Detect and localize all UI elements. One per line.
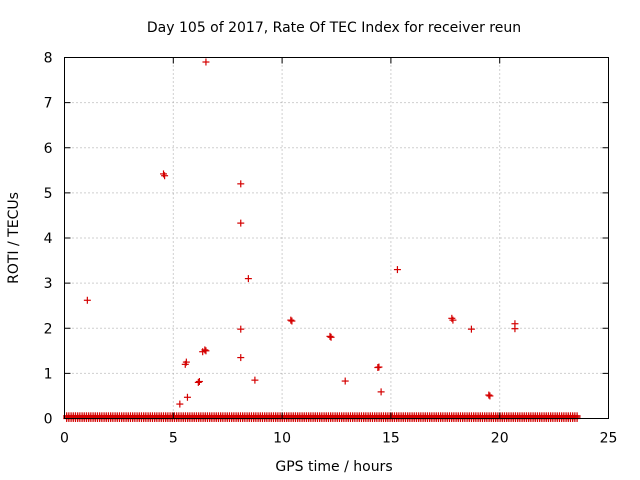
- data-point: [182, 358, 190, 366]
- data-point: [511, 325, 519, 333]
- axis-ticks: [64, 57, 609, 419]
- x-tick-labels: 0 5 10 15 20 25: [60, 431, 617, 447]
- data-point: [485, 391, 493, 399]
- data-point: [251, 376, 259, 384]
- data-point: [288, 317, 296, 325]
- x-tick-label: 15: [382, 431, 400, 447]
- data-point: [449, 316, 457, 324]
- data-point: [202, 58, 210, 66]
- data-point: [183, 393, 191, 401]
- y-tick-label: 5: [44, 186, 53, 202]
- y-tick-label: 0: [44, 412, 53, 428]
- data-point: [161, 172, 169, 180]
- data-point: [176, 400, 184, 408]
- data-point: [287, 316, 295, 324]
- data-point: [194, 378, 202, 386]
- y-tick-label: 4: [44, 231, 53, 247]
- y-tick-label: 1: [44, 366, 53, 382]
- data-point: [448, 314, 456, 322]
- y-tick-labels: 0 1 2 3 4 5 6 7 8: [44, 51, 53, 428]
- data-point: [237, 354, 245, 362]
- x-tick-label: 25: [600, 431, 618, 447]
- y-tick-label: 3: [44, 276, 53, 292]
- data-point: [244, 275, 252, 283]
- data-point: [467, 325, 475, 333]
- y-tick-label: 7: [44, 96, 53, 112]
- data-point: [201, 346, 209, 354]
- data-point: [237, 180, 245, 188]
- y-tick-label: 8: [44, 51, 53, 67]
- y-tick-label: 6: [44, 141, 53, 157]
- data-point: [393, 266, 401, 274]
- data-point: [326, 332, 334, 340]
- grid: [64, 57, 609, 419]
- data-point: [341, 377, 349, 385]
- data-point: [195, 377, 203, 385]
- data-point: [237, 325, 245, 333]
- data-point: [327, 333, 335, 341]
- x-tick-label: 5: [169, 431, 178, 447]
- data-point: [202, 347, 210, 355]
- data-point: [83, 296, 91, 304]
- x-tick-label: 10: [273, 431, 291, 447]
- data-point: [237, 219, 245, 227]
- data-point: [375, 363, 383, 371]
- x-tick-label: 20: [491, 431, 509, 447]
- y-axis-label: ROTI / TECUs: [6, 192, 22, 284]
- data-points: [63, 58, 581, 422]
- data-point: [486, 392, 494, 400]
- y-tick-label: 2: [44, 321, 53, 337]
- data-point: [160, 170, 168, 178]
- chart-title: Day 105 of 2017, Rate Of TEC Index for r…: [147, 20, 521, 36]
- x-tick-label: 0: [60, 431, 69, 447]
- x-axis-label: GPS time / hours: [275, 459, 392, 475]
- data-point: [377, 388, 385, 396]
